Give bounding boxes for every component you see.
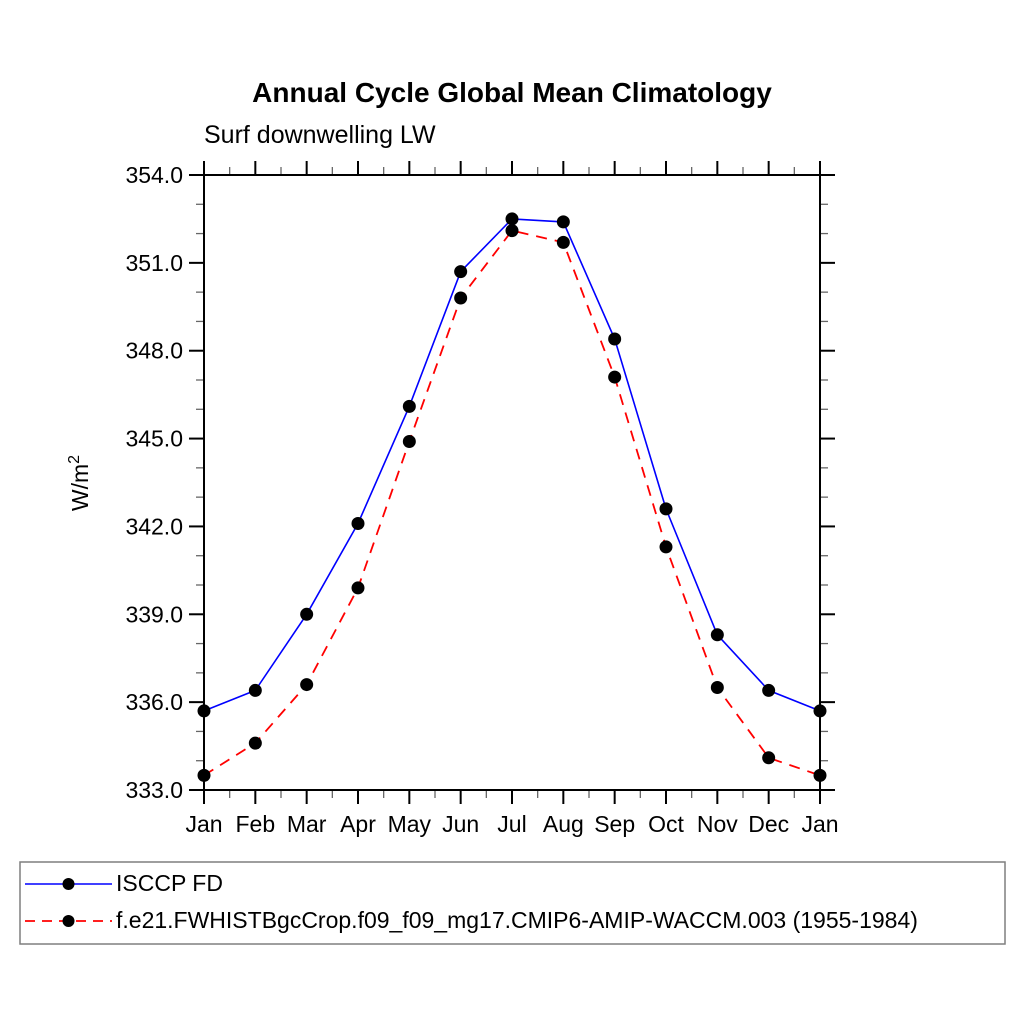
data-point-marker <box>248 683 262 697</box>
legend-box: ISCCP FD f.e21.FWHISTBgcCrop.f09_f09_mg1… <box>19 861 1006 945</box>
legend-label-model: f.e21.FWHISTBgcCrop.f09_f09_mg17.CMIP6-A… <box>116 907 918 933</box>
data-point-marker <box>762 683 776 697</box>
x-tick-label: Mar <box>287 811 327 837</box>
data-point-marker <box>402 435 416 448</box>
y-tick-label: 333.0 <box>125 777 183 803</box>
x-tick-label: Jan <box>185 811 222 837</box>
y-tick-label: 336.0 <box>125 689 183 715</box>
y-tick-label: 351.0 <box>125 250 183 276</box>
x-tick-label: Jun <box>442 811 479 837</box>
data-point-marker <box>505 224 519 238</box>
axes-layer: 333.0 336.0 339.0 342.0 345.0 348.0 351.0 354.0… <box>66 161 839 837</box>
x-tick-label: Aug <box>543 811 584 837</box>
x-tick-label: Dec <box>748 811 789 837</box>
data-point-marker <box>556 235 570 249</box>
plot-frame <box>203 174 821 791</box>
data-point-marker <box>351 581 365 595</box>
x-tick-label: Jan <box>801 811 838 837</box>
x-tick-label: Sep <box>594 811 635 837</box>
data-point-marker <box>454 291 468 305</box>
series-layer <box>197 212 827 782</box>
x-tick-label: Jul <box>497 811 526 837</box>
x-tick-label: Feb <box>236 811 276 837</box>
series-line-1 <box>203 229 821 777</box>
data-point-marker <box>197 768 211 782</box>
legend-label-isccp: ISCCP FD <box>116 870 223 896</box>
legend-sample-model <box>25 915 112 927</box>
x-tick-label: Oct <box>648 811 684 837</box>
chart-title: Annual Cycle Global Mean Climatology <box>252 77 772 108</box>
data-point-marker <box>659 540 673 554</box>
data-point-marker <box>659 502 673 516</box>
x-tick-label: Nov <box>697 811 738 837</box>
x-tick-label: Apr <box>340 811 376 837</box>
data-point-marker <box>813 768 827 782</box>
data-point-marker <box>300 678 314 692</box>
data-point-marker <box>454 265 468 279</box>
y-tick-label: 348.0 <box>125 338 183 364</box>
y-tick-label: 345.0 <box>125 426 183 452</box>
y-tick-label: 339.0 <box>125 601 183 627</box>
data-point-marker <box>300 607 314 621</box>
data-point-marker <box>248 736 262 750</box>
data-point-marker <box>608 332 622 346</box>
legend-marker-1 <box>62 915 75 927</box>
data-point-marker <box>351 517 365 530</box>
x-tick-label: May <box>388 811 432 837</box>
chart-subtitle: Surf downwelling LW <box>204 121 436 149</box>
y-tick-label: 342.0 <box>125 513 183 539</box>
legend-marker-0 <box>62 878 75 890</box>
data-point-marker <box>402 399 416 413</box>
data-point-marker <box>556 215 570 229</box>
legend-sample-isccp <box>25 878 112 890</box>
data-point-marker <box>505 212 519 226</box>
series-line-0 <box>203 218 821 712</box>
data-point-marker <box>762 751 776 765</box>
data-point-marker <box>608 370 622 384</box>
y-axis-label: W/m2 <box>66 455 93 511</box>
data-point-marker <box>197 704 211 718</box>
data-point-marker <box>813 704 827 718</box>
data-point-marker <box>710 628 724 642</box>
data-point-marker <box>710 681 724 694</box>
y-tick-label: 354.0 <box>125 162 183 188</box>
legend-border <box>19 861 1006 945</box>
